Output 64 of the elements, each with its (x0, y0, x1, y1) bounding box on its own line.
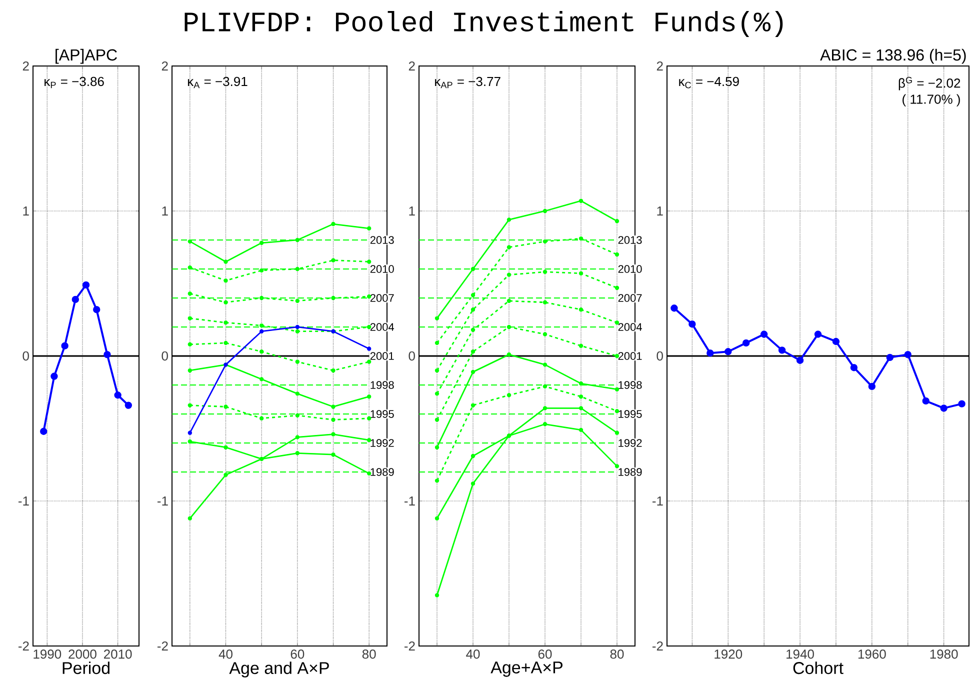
y-tick-label: 2 (22, 61, 29, 71)
annotation: 2007 (370, 294, 394, 302)
annotation: β$^{G}$ = −2.02 (898, 76, 960, 90)
annotation: 1995 (370, 410, 394, 418)
y-tick-label: -2 (157, 641, 168, 651)
x-tick-label: 60 (290, 650, 304, 659)
annotation: 1989 (370, 468, 394, 476)
y-tick-label: 0 (22, 351, 29, 361)
annotation: κ$_{A}$ = −3.91 (188, 76, 248, 88)
x-tick-label: 80 (362, 650, 376, 659)
annotation: 1998 (618, 381, 642, 389)
text: [AP]APC (56, 48, 117, 64)
annotation: κ$_{AP}$ = −3.77 (435, 76, 500, 88)
annotation: 1989 (618, 468, 642, 476)
text: ABIC = 138.96 (h=5) (820, 48, 966, 64)
y-tick-label: -2 (404, 641, 415, 651)
x-axis-title: Age+A×P (490, 662, 562, 677)
annotation: 2004 (618, 323, 642, 331)
x-tick-label: 2000 (68, 650, 96, 659)
y-tick-label: -1 (157, 496, 168, 506)
annotation: 2010 (370, 265, 394, 273)
x-tick-label: 1990 (34, 650, 62, 659)
x-tick-label: 40 (466, 650, 480, 659)
y-tick-label: 2 (656, 61, 663, 71)
annotation: 1992 (370, 439, 394, 447)
y-tick-label: 1 (23, 206, 29, 216)
annotation: 2004 (370, 323, 394, 331)
x-tick-label: 1920 (714, 650, 742, 659)
y-tick-label: -1 (652, 496, 663, 506)
y-tick-label: 1 (162, 206, 168, 216)
x-tick-label: 1940 (786, 650, 814, 659)
annotation: κ$_{P}$ = −3.86 (44, 76, 104, 88)
annotation: 1992 (618, 439, 642, 447)
annotation: 2013 (370, 236, 394, 244)
x-tick-label: 1980 (930, 650, 958, 659)
y-tick-label: 2 (408, 61, 415, 71)
x-axis-title: Period (62, 662, 110, 674)
x-axis-title: Age and A×P (229, 662, 329, 678)
y-tick-label: -1 (404, 496, 415, 506)
y-tick-label: -1 (18, 496, 29, 506)
x-axis-title: Cohort (793, 662, 844, 674)
y-tick-label: -2 (652, 641, 663, 651)
text: PLIVFDP: Pooled Investiment Funds(%) (184, 10, 783, 38)
annotation: 1995 (618, 410, 642, 418)
annotation: 2010 (618, 265, 642, 273)
annotation: ( 11.70% ) (902, 94, 960, 106)
y-tick-label: 1 (409, 206, 415, 216)
annotation: 2001 (618, 352, 642, 360)
x-tick-label: 60 (538, 650, 552, 659)
annotation: 2001 (370, 352, 394, 360)
y-tick-label: 0 (656, 351, 663, 361)
annotation: 2013 (618, 236, 642, 244)
y-tick-label: 0 (408, 351, 415, 361)
x-tick-label: 80 (610, 650, 624, 659)
annotation: 1998 (370, 381, 394, 389)
x-tick-label: 40 (218, 650, 232, 659)
y-tick-label: 0 (162, 351, 168, 361)
annotation: κ$_{C}$ = −4.59 (679, 76, 739, 88)
y-tick-label: 2 (162, 61, 168, 71)
annotation: 2007 (618, 294, 642, 302)
y-tick-label: -2 (18, 641, 29, 651)
y-tick-label: 1 (657, 206, 663, 216)
x-tick-label: 1960 (858, 650, 886, 659)
x-tick-label: 2010 (104, 650, 132, 659)
